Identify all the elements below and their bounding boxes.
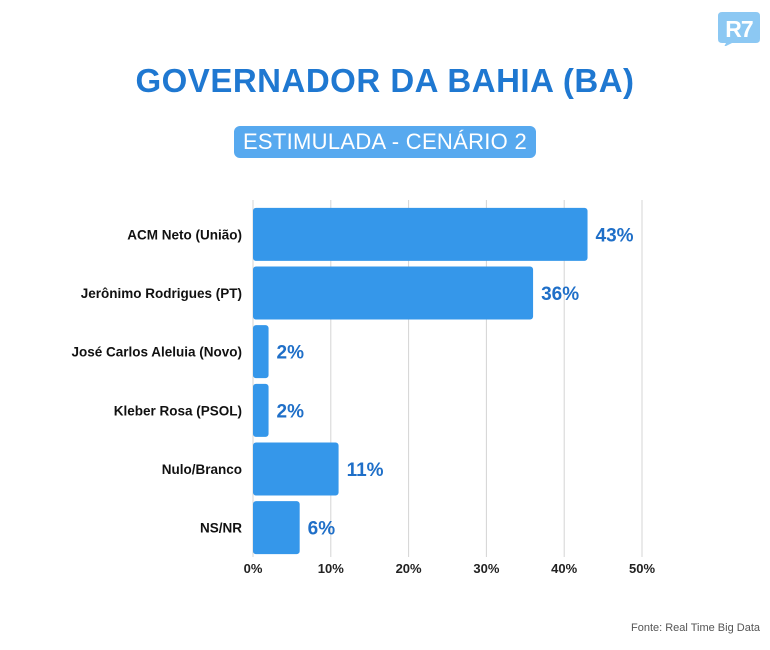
category-label: Kleber Rosa (PSOL)	[114, 403, 242, 418]
data-label: 43%	[596, 225, 634, 246]
category-label: NS/NR	[200, 521, 242, 536]
subtitle-container: ESTIMULADA - CENÁRIO 2	[0, 126, 770, 158]
x-tick-label: 20%	[396, 561, 422, 576]
data-label: 2%	[277, 401, 305, 422]
x-tick-label: 10%	[318, 561, 344, 576]
bar	[253, 207, 588, 261]
r7-logo-shape	[718, 12, 760, 47]
data-label: 11%	[347, 460, 384, 481]
chart-subtitle: ESTIMULADA - CENÁRIO 2	[233, 126, 537, 158]
x-tick-label: 0%	[244, 561, 263, 576]
source-note: Fonte: Real Time Big Data	[630, 622, 760, 634]
r7-logo-text: R7	[725, 16, 753, 42]
data-label: 6%	[308, 519, 336, 540]
data-label: 2%	[277, 343, 305, 364]
category-label: José Carlos Aleluia (Novo)	[71, 345, 242, 360]
bar	[253, 501, 300, 555]
bar	[253, 442, 339, 496]
category-label: ACM Neto (União)	[127, 227, 242, 242]
category-label: Jerônimo Rodrigues (PT)	[81, 286, 242, 301]
bar	[253, 266, 534, 320]
category-label: Nulo/Branco	[162, 462, 242, 477]
data-label: 36%	[541, 284, 579, 305]
x-tick-label: 50%	[629, 561, 655, 576]
r7-logo: R7	[718, 12, 760, 47]
x-tick-label: 30%	[473, 561, 499, 576]
chart-title: GOVERNADOR DA BAHIA (BA)	[135, 62, 635, 99]
bar	[253, 383, 269, 437]
bar	[253, 325, 269, 379]
x-tick-label: 40%	[551, 561, 577, 576]
